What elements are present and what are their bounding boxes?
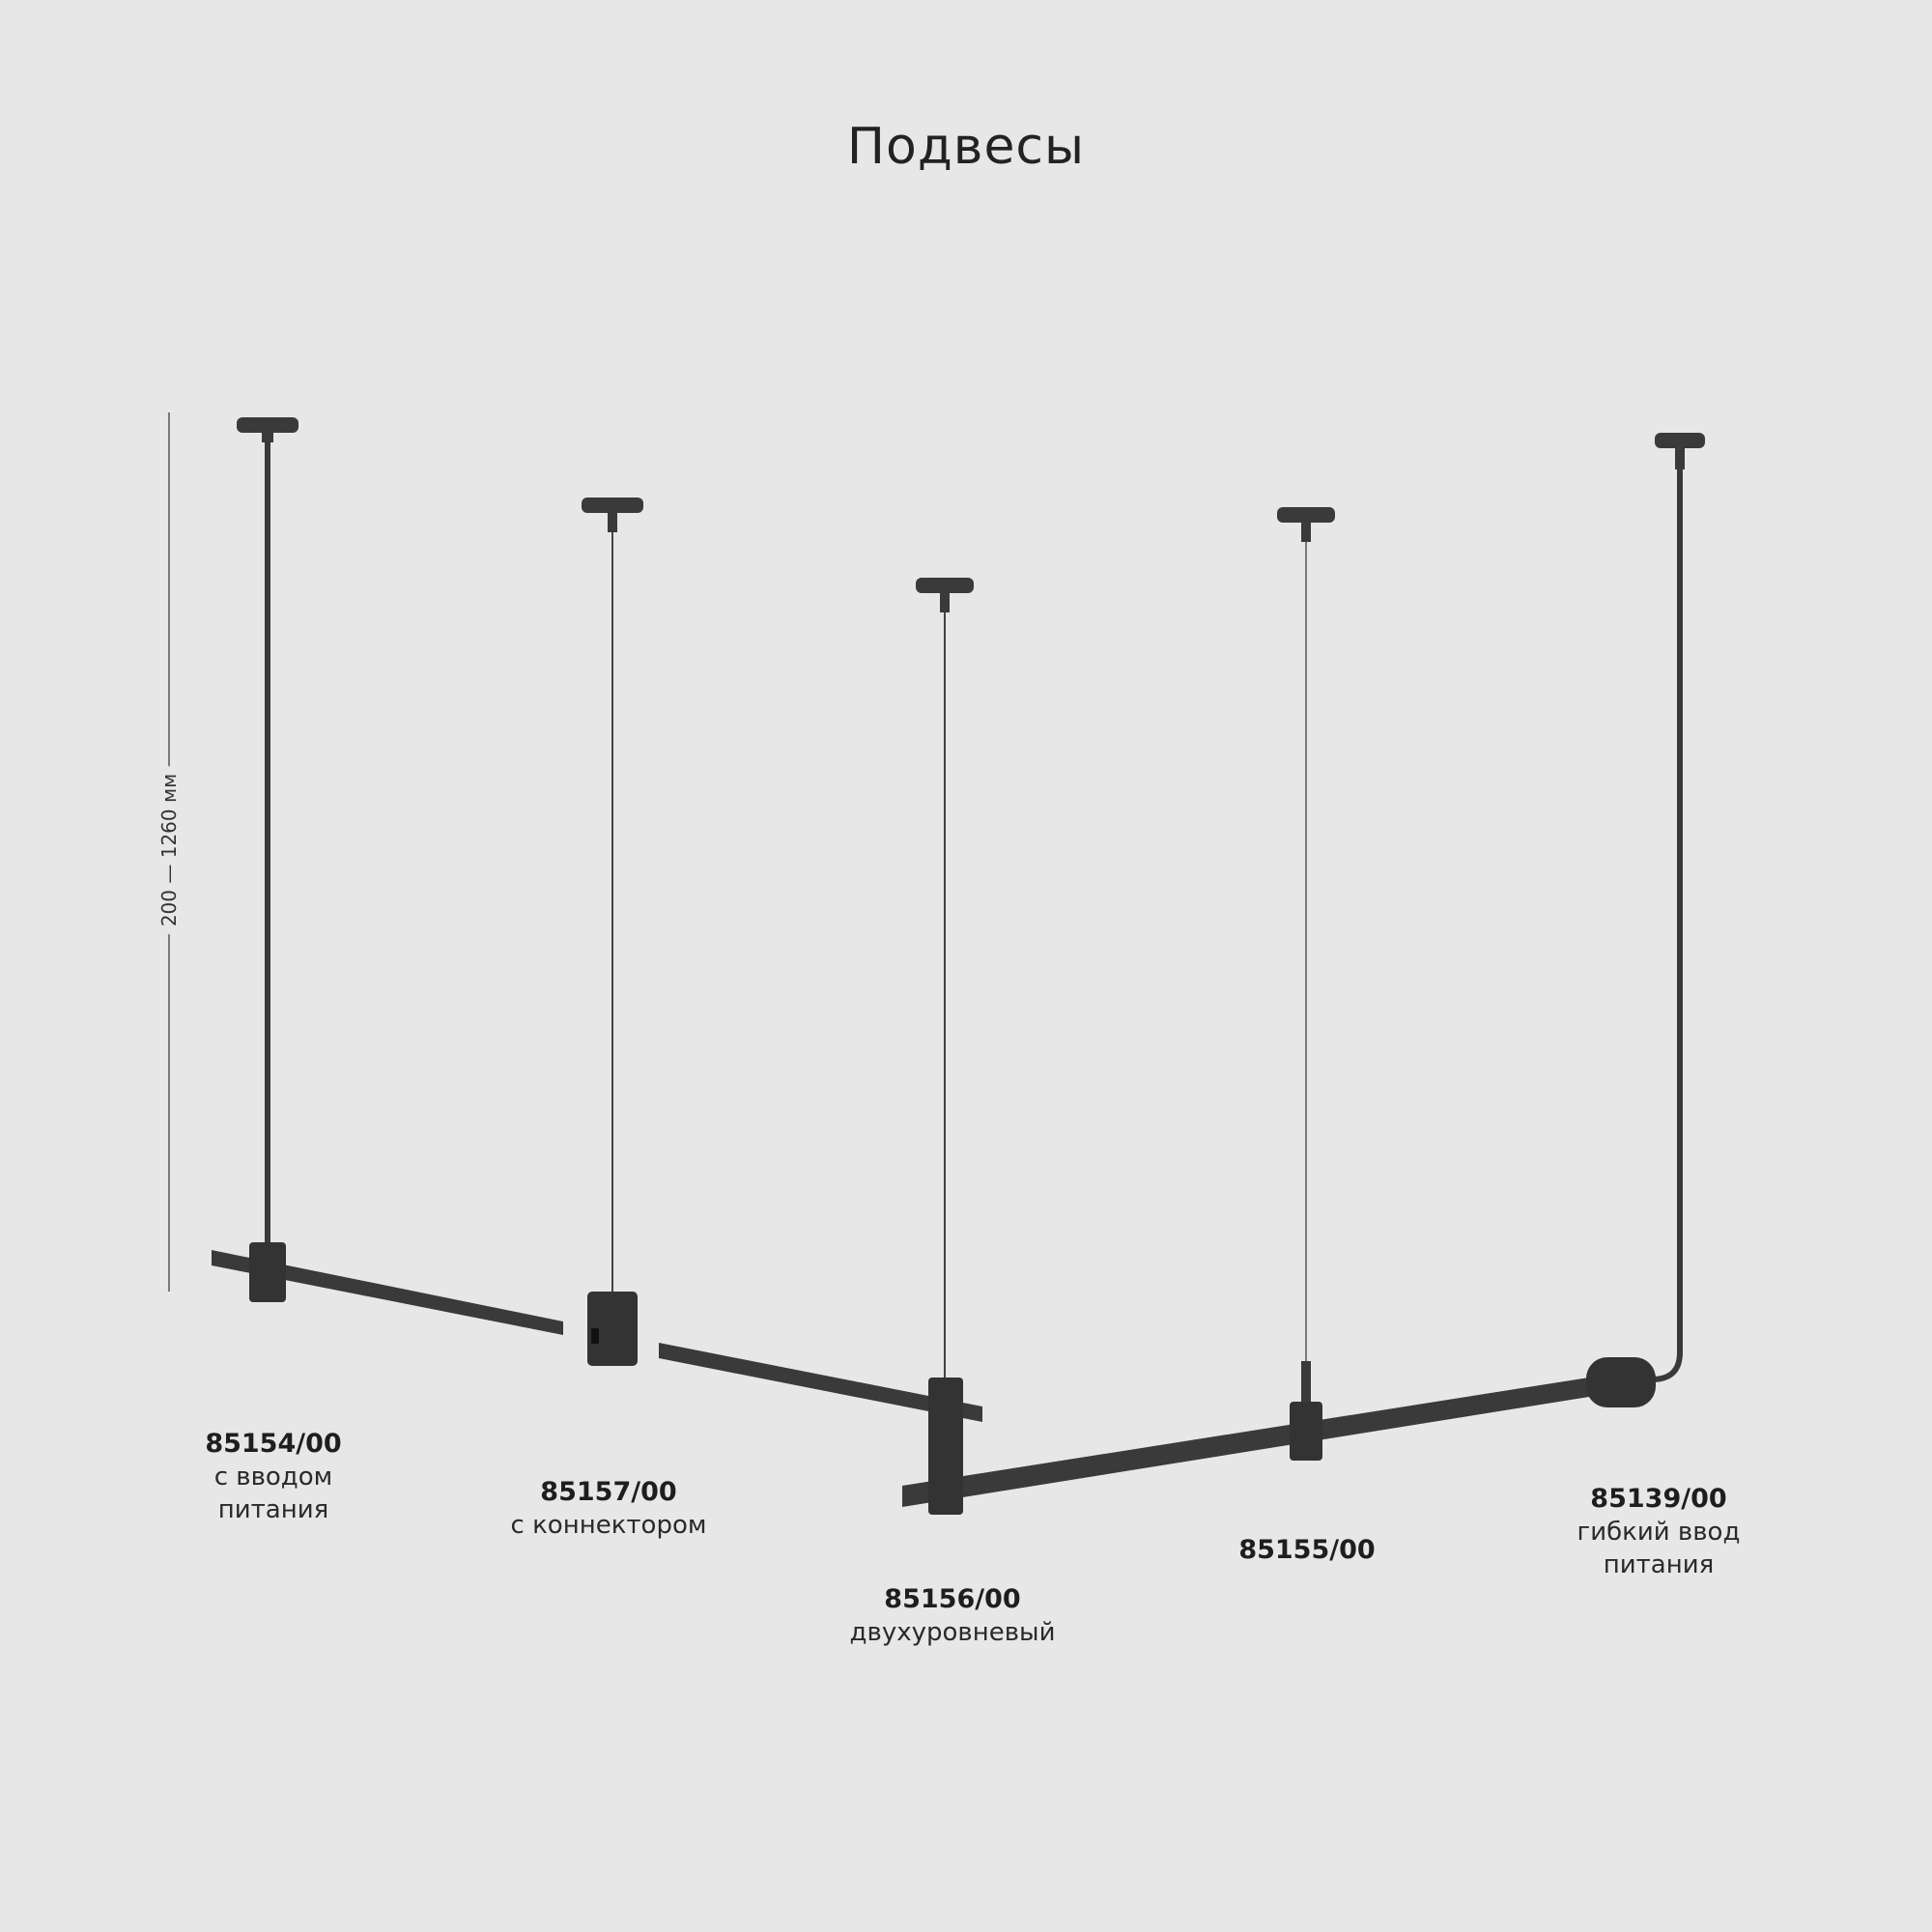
canopy	[582, 497, 643, 513]
product-code: 85155/00	[1238, 1535, 1376, 1565]
pendant-85157	[582, 497, 982, 1422]
pendant-85154	[212, 417, 563, 1335]
canopy	[237, 417, 298, 433]
feed-body	[1586, 1357, 1656, 1407]
product-label-85139: 85139/00 гибкий ввод питания	[1577, 1483, 1741, 1581]
body	[1290, 1402, 1322, 1461]
pendant-85155	[1277, 507, 1335, 1461]
track-rail-lower	[902, 1378, 1589, 1507]
body	[249, 1242, 286, 1302]
track-rail	[659, 1343, 982, 1422]
product-label-85157: 85157/00 с коннектором	[511, 1476, 707, 1542]
page-title: Подвесы	[846, 118, 1086, 176]
product-code: 85157/00	[540, 1477, 677, 1507]
product-code: 85139/00	[1590, 1484, 1727, 1514]
product-code: 85154/00	[205, 1429, 342, 1459]
rod	[265, 442, 270, 1246]
product-desc: с коннектором	[510, 1511, 707, 1540]
pendant-85139	[1586, 433, 1705, 1407]
product-desc: с вводом	[213, 1463, 333, 1492]
pendant-85156	[902, 578, 1589, 1515]
canopy	[1655, 433, 1705, 448]
product-label-85156: 85156/00 двухуровневый	[850, 1583, 1056, 1649]
product-label-85155: 85155/00	[1238, 1534, 1375, 1567]
track-rail	[212, 1250, 563, 1335]
product-desc: питания	[217, 1495, 329, 1524]
product-label-85154: 85154/00 с вводом питания	[205, 1428, 341, 1526]
product-desc: питания	[1603, 1550, 1715, 1579]
flexible-rod	[1642, 469, 1683, 1382]
product-desc: двухуровневый	[849, 1618, 1056, 1647]
canopy	[1277, 507, 1335, 523]
product-code: 85156/00	[884, 1584, 1021, 1614]
dimension-label: 200 — 1260 мм	[157, 765, 181, 935]
connector-body	[587, 1292, 638, 1366]
body	[928, 1378, 963, 1515]
product-desc: гибкий ввод	[1577, 1518, 1741, 1547]
canopy	[916, 578, 974, 593]
